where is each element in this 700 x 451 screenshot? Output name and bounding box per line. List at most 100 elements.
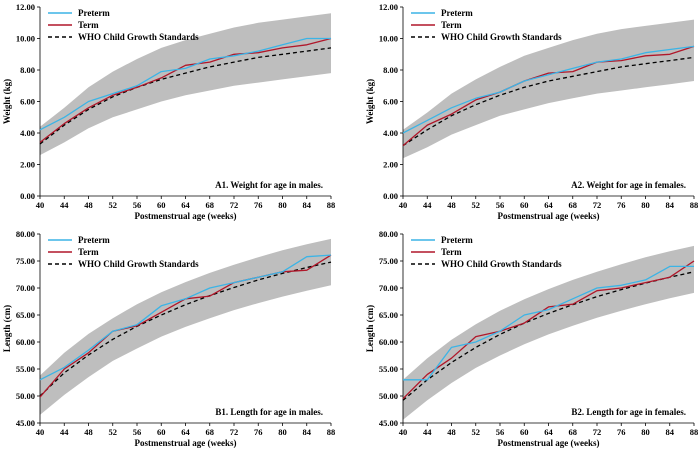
- y-tick-label: 10.00: [379, 34, 398, 44]
- y-axis-label: Length (cm): [2, 305, 12, 352]
- x-axis-label: Postmenstrual age (weeks): [135, 211, 237, 221]
- x-tick-label: 56: [496, 200, 505, 210]
- x-tick-label: 68: [569, 427, 578, 437]
- x-tick-label: 76: [254, 200, 263, 210]
- x-tick-label: 40: [36, 200, 45, 210]
- series-line-preterm: [39, 254, 332, 381]
- x-tick-label: 76: [617, 427, 626, 437]
- y-tick-label: 8.00: [383, 65, 398, 75]
- y-tick-label: 65.00: [16, 310, 35, 320]
- y-tick-label: 45.00: [16, 418, 35, 428]
- x-tick-label: 72: [230, 200, 239, 210]
- y-tick-label: 60.00: [16, 337, 35, 347]
- y-tick-label: 8.00: [20, 65, 35, 75]
- x-tick-label: 80: [278, 427, 287, 437]
- reference-band: [40, 13, 331, 156]
- x-tick-label: 88: [327, 427, 336, 437]
- x-tick-label: 60: [520, 427, 529, 437]
- chart-caption: A2. Weight for age in females.: [571, 180, 686, 190]
- x-axis-label: Postmenstrual age (weeks): [498, 438, 600, 448]
- x-tick-label: 76: [617, 200, 626, 210]
- y-axis-label: Weight (kg): [2, 79, 12, 124]
- legend-label-preterm: Preterm: [78, 235, 110, 245]
- series-line-term: [402, 260, 695, 400]
- chart-A2: 0.00 2.00 4.00 6.00 8.00 10.00 12.00 40 44 48 52 56…: [365, 2, 698, 221]
- x-tick-label: 48: [447, 427, 456, 437]
- y-tick-label: 55.00: [16, 364, 35, 374]
- y-axis-label: Weight (kg): [365, 79, 375, 124]
- x-tick-label: 84: [303, 427, 312, 437]
- y-tick-label: 6.00: [383, 97, 398, 107]
- x-tick-label: 76: [254, 427, 263, 437]
- series-line-term: [39, 37, 332, 143]
- x-tick-label: 48: [84, 427, 93, 437]
- legend-label-who: WHO Child Growth Standards: [441, 259, 562, 269]
- x-tick-label: 80: [641, 200, 650, 210]
- x-tick-label: 40: [399, 200, 408, 210]
- y-tick-label: 12.00: [379, 2, 398, 12]
- x-tick-label: 60: [157, 200, 166, 210]
- x-tick-label: 60: [520, 200, 529, 210]
- x-tick-label: 52: [472, 200, 481, 210]
- x-tick-label: 56: [133, 427, 142, 437]
- y-tick-label: 12.00: [16, 2, 35, 12]
- y-tick-label: 0.00: [383, 191, 398, 201]
- x-tick-label: 84: [666, 200, 675, 210]
- x-tick-label: 52: [472, 427, 481, 437]
- x-tick-label: 64: [544, 200, 553, 210]
- y-tick-label: 80.00: [16, 229, 35, 239]
- series-line-who: [402, 271, 695, 401]
- y-tick-label: 55.00: [379, 364, 398, 374]
- x-tick-label: 44: [60, 200, 69, 210]
- x-tick-label: 80: [278, 200, 287, 210]
- x-tick-label: 56: [496, 427, 505, 437]
- x-tick-label: 72: [593, 427, 602, 437]
- x-tick-label: 84: [666, 427, 675, 437]
- x-tick-label: 60: [157, 427, 166, 437]
- y-tick-label: 4.00: [20, 128, 35, 138]
- x-tick-label: 64: [181, 200, 190, 210]
- x-tick-label: 48: [84, 200, 93, 210]
- legend-label-term: Term: [441, 20, 462, 30]
- chart-A1: 0.00 2.00 4.00 6.00 8.00 10.00 12.00 40 44 48 52 56…: [2, 2, 335, 221]
- legend-label-preterm: Preterm: [441, 235, 473, 245]
- x-axis-label: Postmenstrual age (weeks): [498, 211, 600, 221]
- x-tick-label: 52: [109, 200, 118, 210]
- reference-band: [403, 19, 694, 159]
- x-tick-label: 48: [447, 200, 456, 210]
- y-tick-label: 50.00: [16, 391, 35, 401]
- x-tick-label: 80: [641, 427, 650, 437]
- x-tick-label: 64: [181, 427, 190, 437]
- x-tick-label: 88: [690, 427, 699, 437]
- series-line-term: [402, 45, 695, 147]
- y-axis-label: Length (cm): [365, 305, 375, 352]
- y-tick-label: 45.00: [379, 418, 398, 428]
- x-axis-label: Postmenstrual age (weeks): [135, 438, 237, 448]
- x-tick-label: 88: [327, 200, 336, 210]
- x-tick-label: 40: [399, 427, 408, 437]
- y-tick-label: 6.00: [20, 97, 35, 107]
- y-tick-label: 75.00: [379, 256, 398, 266]
- series-line-preterm: [403, 265, 694, 381]
- y-tick-label: 2.00: [20, 160, 35, 170]
- reference-band: [40, 238, 331, 415]
- y-tick-label: 60.00: [379, 337, 398, 347]
- chart-caption: B2. Length for age in females.: [571, 407, 686, 417]
- legend-label-who: WHO Child Growth Standards: [78, 259, 199, 269]
- x-tick-label: 68: [569, 200, 578, 210]
- series-line-who: [402, 56, 695, 147]
- x-tick-label: 44: [423, 200, 432, 210]
- legend-label-who: WHO Child Growth Standards: [78, 32, 199, 42]
- x-tick-label: 84: [303, 200, 312, 210]
- y-tick-label: 0.00: [20, 191, 35, 201]
- x-tick-label: 44: [60, 427, 69, 437]
- y-tick-label: 4.00: [383, 128, 398, 138]
- x-tick-label: 64: [544, 427, 553, 437]
- chart-caption: A1. Weight for age in males.: [215, 180, 323, 190]
- x-tick-label: 68: [206, 200, 215, 210]
- y-tick-label: 2.00: [383, 160, 398, 170]
- reference-band: [403, 245, 694, 420]
- legend-label-preterm: Preterm: [441, 8, 473, 18]
- legend-label-term: Term: [78, 247, 99, 257]
